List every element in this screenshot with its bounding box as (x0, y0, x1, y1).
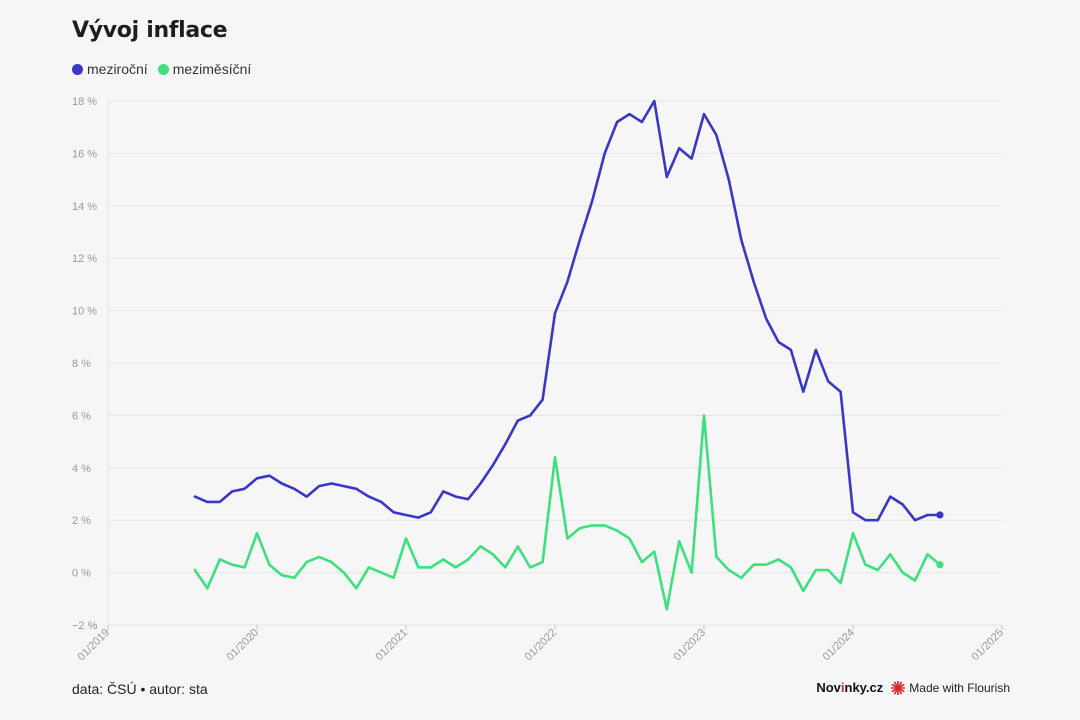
series-line-mezirocni (193, 99, 942, 522)
series-line-mezimesicni (193, 414, 942, 611)
y-tick-label: −2 % (72, 620, 98, 632)
y-tick-label: 12 % (72, 253, 97, 265)
brand-logo-accent: i (840, 680, 845, 695)
legend-label-mezimesicni: meziměsíční (172, 61, 252, 77)
flourish-credit[interactable]: Made with Flourish (891, 680, 1010, 695)
y-tick-label: 18 % (72, 96, 97, 108)
x-tick-label: 01/2023 (672, 627, 709, 664)
series (193, 99, 944, 611)
y-tick-label: 6 % (72, 410, 91, 422)
y-tick-label: 10 % (72, 306, 97, 318)
x-tick-label: 01/2022 (523, 627, 560, 664)
y-tick-label: 0 % (72, 568, 91, 580)
legend-item-mezirocni[interactable]: meziroční (72, 61, 148, 77)
y-tick-label: 8 % (72, 358, 91, 370)
y-axis: −2 % 0 % 2 % 4 % 6 % 8 % 10 % 12 % 14 % 16 % 18 % (72, 96, 98, 632)
legend-label-mezirocni: meziroční (87, 61, 148, 77)
data-point (936, 561, 944, 569)
gridlines (107, 100, 1002, 626)
footer-branding: Novinky.cz Made with Flourish (816, 680, 1010, 695)
x-axis: 01/2019 01/2020 01/2021 01/2022 01/2023 01/20… (76, 625, 1007, 664)
flourish-icon (891, 680, 906, 695)
x-tick-label: 01/2025 (970, 627, 1007, 664)
source-note: data: ČSÚ • autor: sta (72, 681, 208, 697)
legend-swatch-mezimesicni (157, 63, 169, 75)
brand-logo-part: Nov (816, 680, 841, 695)
chart-title: Vývoj inflace (72, 18, 228, 43)
legend-swatch-mezirocni (72, 63, 83, 75)
brand-logo-part: nky.cz (844, 680, 884, 695)
x-tick-label: 01/2020 (225, 627, 262, 664)
legend-item-mezimesicni[interactable]: meziměsíční (157, 61, 252, 77)
y-tick-label: 16 % (72, 148, 97, 160)
y-tick-label: 4 % (72, 463, 91, 475)
y-tick-label: 14 % (72, 201, 97, 213)
brand-logo[interactable]: Novinky.cz (816, 680, 883, 695)
data-point (936, 511, 944, 519)
flourish-label: Made with Flourish (909, 680, 1010, 695)
x-tick-label: 01/2021 (374, 627, 411, 664)
x-tick-label: 01/2019 (76, 627, 113, 664)
y-tick-label: 2 % (72, 515, 91, 527)
x-tick-label: 01/2024 (821, 627, 858, 664)
legend: meziroční meziměsíční (72, 61, 251, 77)
